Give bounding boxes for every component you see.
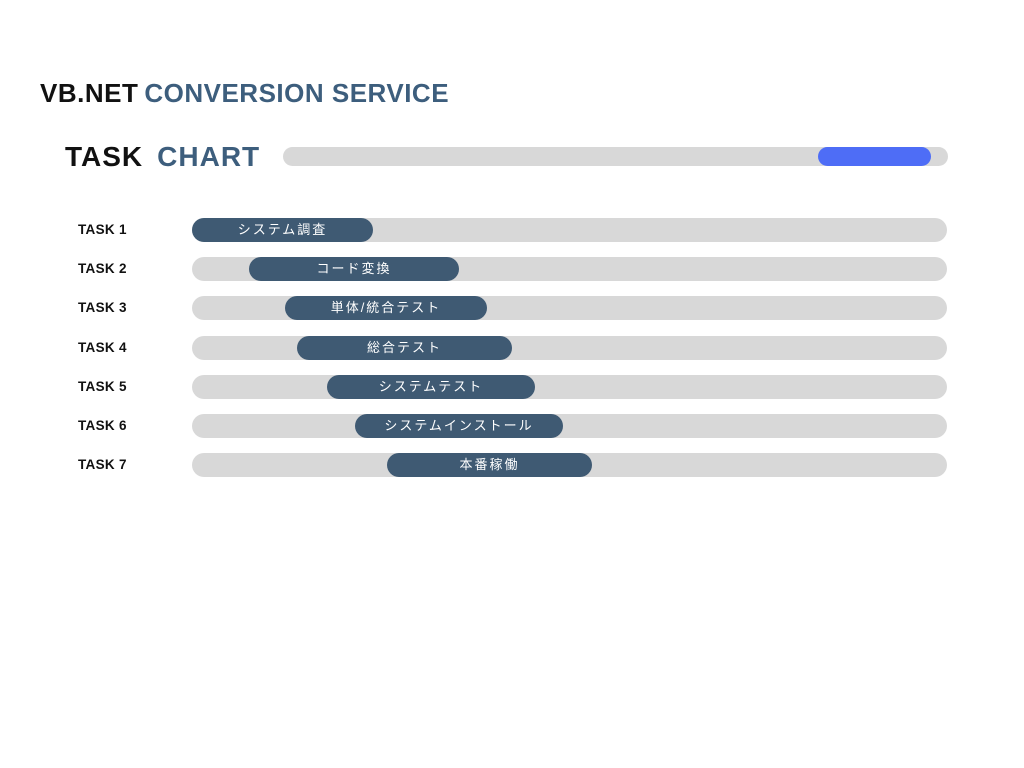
task-row: TASK 5 システムテスト <box>78 374 947 399</box>
page-title: VB.NET CONVERSION SERVICE <box>40 78 449 109</box>
task-label: TASK 2 <box>78 261 127 277</box>
task-row: TASK 2 コード変換 <box>78 257 947 282</box>
task-bar: システム調査 <box>192 218 373 242</box>
gantt-rows: TASK 1 システム調査 TASK 2 コード変換 TASK 3 単体/統合テスト TAS… <box>78 218 947 492</box>
page-title-primary: VB.NET <box>40 78 139 108</box>
task-bar: システムインストール <box>355 413 563 438</box>
task-bar: 本番稼働 <box>387 453 592 478</box>
task-bar-label: システムインストール <box>384 417 534 433</box>
task-row: TASK 7 本番稼働 <box>78 453 947 478</box>
task-bar: 単体/統合テスト <box>285 296 487 321</box>
chart-heading-secondary: CHART <box>157 141 261 172</box>
task-bar: システムテスト <box>327 374 535 399</box>
task-row: TASK 6 システムインストール <box>78 413 947 438</box>
task-row: TASK 1 システム調査 <box>78 218 947 242</box>
task-track: システムテスト <box>192 374 947 399</box>
task-track: 単体/統合テスト <box>192 296 947 321</box>
task-bar-label: システムテスト <box>378 378 484 394</box>
page-title-secondary: CONVERSION SERVICE <box>144 78 450 108</box>
chart-heading-primary: TASK <box>65 141 144 172</box>
task-bar-label: 本番稼働 <box>459 457 520 473</box>
task-label: TASK 3 <box>78 300 127 316</box>
task-row: TASK 3 単体/統合テスト <box>78 296 947 321</box>
task-bar: コード変換 <box>249 257 459 282</box>
header-progress-track <box>283 147 948 166</box>
task-track: 本番稼働 <box>192 453 947 478</box>
task-track: 総合テスト <box>192 335 947 360</box>
task-row: TASK 4 総合テスト <box>78 335 947 360</box>
task-label: TASK 4 <box>78 339 127 355</box>
task-label: TASK 1 <box>78 222 127 237</box>
task-bar-label: システム調査 <box>237 222 328 237</box>
task-bar: 総合テスト <box>297 335 512 360</box>
task-track: コード変換 <box>192 257 947 282</box>
task-bar-label: 単体/統合テスト <box>330 300 442 316</box>
task-label: TASK 6 <box>78 417 127 433</box>
task-label: TASK 7 <box>78 457 127 473</box>
task-label: TASK 5 <box>78 378 127 394</box>
chart-heading: TASK CHART <box>65 141 260 173</box>
task-bar-label: コード変換 <box>316 261 392 277</box>
header-progress-segment <box>818 147 931 166</box>
task-bar-label: 総合テスト <box>366 339 442 355</box>
task-track: システム調査 <box>192 218 947 242</box>
task-track: システムインストール <box>192 413 947 438</box>
